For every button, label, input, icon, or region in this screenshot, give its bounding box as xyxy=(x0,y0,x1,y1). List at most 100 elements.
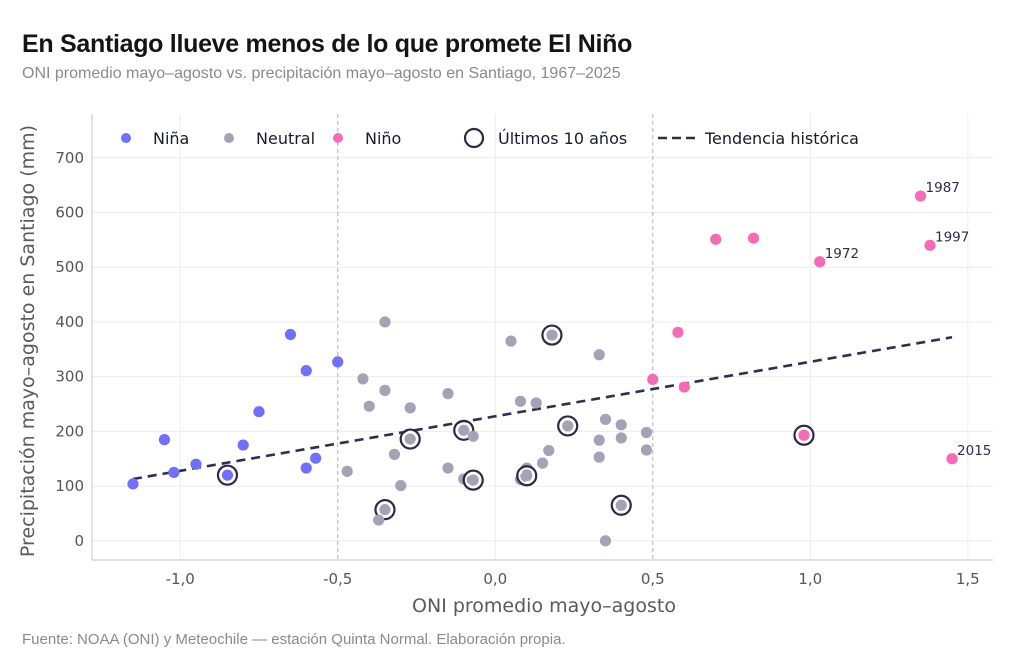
data-point-neutral xyxy=(593,434,605,446)
data-point-nina xyxy=(332,356,344,368)
legend: Niña Neutral Niño Últimos 10 años Tendencia … xyxy=(121,127,859,149)
data-point-nino xyxy=(747,232,760,244)
data-point-nino xyxy=(814,256,826,268)
axes: 0 100 200 300 400 500 600 700 -1,0 -0,5 0,0 0,5 1,0 1… xyxy=(55,114,993,588)
data-point-neutral xyxy=(640,426,653,439)
y-tick-label: 700 xyxy=(55,149,84,167)
legend-label: Tendencia histórica xyxy=(704,129,859,148)
legend-item-nino: Niño xyxy=(333,129,401,148)
legend-swatch-nino xyxy=(333,133,343,143)
recent-year-ring xyxy=(610,494,632,516)
data-point-neutral xyxy=(640,444,653,456)
data-point-neutral xyxy=(442,388,454,400)
data-point-neutral xyxy=(379,384,391,396)
data-point-nino xyxy=(946,453,958,465)
data-point-neutral xyxy=(593,451,605,463)
y-tick-label: 0 xyxy=(74,532,84,550)
chart-subtitle: ONI promedio mayo–agosto vs. precipitaci… xyxy=(22,65,621,82)
data-point-neutral xyxy=(404,433,416,445)
data-point-nina xyxy=(284,328,297,341)
legend-label: Neutral xyxy=(256,129,315,148)
threshold-lines xyxy=(337,114,654,560)
data-point-neutral xyxy=(357,373,369,385)
recent-year-inner-halo xyxy=(559,417,576,435)
year-annotation: 1997 xyxy=(935,229,969,245)
data-point-neutral xyxy=(467,474,479,486)
y-tick-label: 500 xyxy=(55,258,84,276)
year-annotation: 2015 xyxy=(957,443,991,459)
source-note: Fuente: NOAA (ONI) y Meteochile — estaci… xyxy=(22,631,566,648)
data-point-neutral xyxy=(521,470,533,482)
data-point-neutral xyxy=(442,462,454,474)
x-tick-label: 0,0 xyxy=(483,570,507,588)
y-axis-label: Precipitación mayo–agosto en Santiago (m… xyxy=(17,125,39,557)
data-point-nino xyxy=(647,373,659,386)
data-point-nino xyxy=(672,326,684,338)
data-point-neutral xyxy=(543,444,555,457)
recent-year-ring xyxy=(216,464,239,486)
data-point-nina xyxy=(168,466,180,479)
legend-label: Niño xyxy=(365,129,401,148)
data-point-neutral xyxy=(530,397,542,409)
data-point-neutral xyxy=(599,535,612,547)
recent-year-inner-halo xyxy=(402,430,419,448)
year-annotation: 1972 xyxy=(825,246,859,262)
data-point-neutral xyxy=(363,400,375,412)
x-tick-label: 1,0 xyxy=(798,570,822,588)
data-point-nino xyxy=(914,190,927,202)
data-point-neutral xyxy=(536,457,549,469)
data-point-nina xyxy=(221,469,234,481)
recent-year-ring xyxy=(399,428,421,450)
recent-year-inner-halo xyxy=(465,472,482,489)
data-point-neutral xyxy=(562,420,574,432)
data-point-neutral xyxy=(395,479,407,492)
legend-swatch-neutral xyxy=(224,133,234,143)
data-point-neutral xyxy=(404,402,416,414)
recent-year-inner-halo xyxy=(613,497,630,514)
data-point-neutral xyxy=(379,316,391,328)
legend-item-nina: Niña xyxy=(121,129,189,148)
data-point-nino xyxy=(924,239,936,251)
data-point-neutral xyxy=(599,413,612,425)
data-point-neutral xyxy=(458,424,470,436)
data-point-nina xyxy=(190,458,202,470)
legend-label: Últimos 10 años xyxy=(498,129,627,148)
recent-year-ring xyxy=(516,465,538,487)
data-point-nina xyxy=(237,439,249,451)
data-point-nina xyxy=(300,462,312,474)
data-point-nina xyxy=(158,434,171,446)
recent-year-inner-halo xyxy=(543,326,561,344)
data-point-nina xyxy=(310,452,322,464)
legend-item-recent: Últimos 10 años xyxy=(463,127,627,149)
y-tick-label: 200 xyxy=(55,422,84,440)
y-tick-label: 100 xyxy=(55,477,84,495)
data-point-nino xyxy=(710,233,722,245)
recent-year-ring xyxy=(453,419,475,441)
data-point-neutral xyxy=(505,335,517,347)
recent-year-inner-halo xyxy=(219,467,236,484)
recent-year-ring xyxy=(793,424,815,446)
data-point-neutral xyxy=(546,329,558,341)
data-point-neutral xyxy=(615,499,627,511)
recent-year-inner-halo xyxy=(455,422,472,439)
legend-item-neutral: Neutral xyxy=(224,129,315,148)
x-tick-label: 1,5 xyxy=(956,570,980,588)
chart-title: En Santiago llueve menos de lo que prome… xyxy=(22,30,633,58)
recent-year-inner-halo xyxy=(518,467,535,484)
data-point-neutral xyxy=(593,349,605,361)
data-point-neutral xyxy=(615,432,627,444)
y-tick-label: 600 xyxy=(55,204,84,222)
data-point-nina xyxy=(300,365,312,377)
y-tick-label: 300 xyxy=(55,368,84,386)
legend-item-trend: Tendencia histórica xyxy=(658,129,859,148)
recent-year-ring xyxy=(541,324,563,346)
year-annotation: 1987 xyxy=(926,180,960,196)
y-tick-label: 400 xyxy=(55,313,84,331)
recent-year-ring xyxy=(462,469,484,491)
data-point-neutral xyxy=(373,514,385,526)
legend-label: Niña xyxy=(153,129,189,148)
data-point-neutral xyxy=(388,448,401,460)
data-point-neutral xyxy=(514,395,527,407)
data-point-neutral xyxy=(379,504,391,516)
